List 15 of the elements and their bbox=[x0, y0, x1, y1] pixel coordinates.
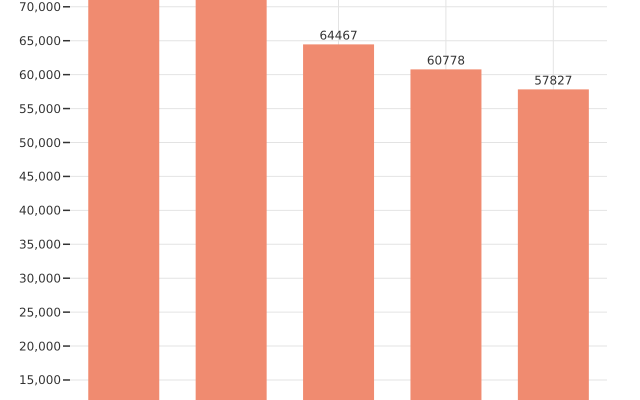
data-label: 64467 bbox=[319, 28, 358, 42]
y-tick-label: 35,000 bbox=[19, 238, 61, 252]
y-tick-label: 55,000 bbox=[19, 102, 61, 116]
y-tick-label: 15,000 bbox=[19, 373, 61, 388]
y-tick-label: 60,000 bbox=[19, 68, 61, 82]
y-tick-label: 50,000 bbox=[19, 136, 61, 150]
y-tick-label: 45,000 bbox=[19, 170, 61, 184]
y-tick-label: 30,000 bbox=[19, 271, 61, 286]
y-tick-label: 20,000 bbox=[19, 339, 61, 354]
y-tick-label: 70,000 bbox=[19, 0, 61, 14]
y-tick-label: 65,000 bbox=[19, 34, 61, 48]
y-tick-label: 40,000 bbox=[19, 204, 61, 218]
data-label: 60778 bbox=[426, 53, 466, 68]
y-tick-label: 25,000 bbox=[19, 305, 61, 320]
data-label: 57827 bbox=[534, 73, 572, 88]
